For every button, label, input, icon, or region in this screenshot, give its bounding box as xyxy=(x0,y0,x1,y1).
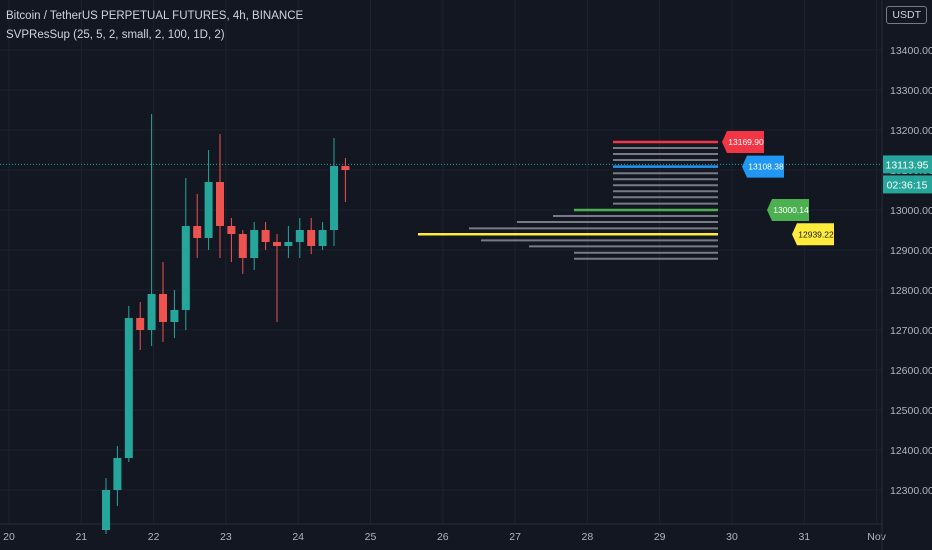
level-tag-label: 13169.90 xyxy=(728,137,764,147)
candle-body[interactable] xyxy=(284,242,293,246)
y-tick-label: 13200.00 xyxy=(890,125,932,137)
candle-body[interactable] xyxy=(204,182,213,238)
x-tick-label: 23 xyxy=(220,531,232,543)
current-price-badge xyxy=(883,155,932,174)
x-tick-label: 30 xyxy=(726,531,738,543)
level-tag xyxy=(742,155,784,178)
level-tag xyxy=(767,198,809,221)
candle-body[interactable] xyxy=(136,318,145,330)
candle-body[interactable] xyxy=(261,230,270,242)
level-tag-label: 13000.14 xyxy=(773,205,809,215)
candle-body[interactable] xyxy=(159,294,167,322)
y-tick-label: 12400.00 xyxy=(890,445,932,457)
y-tick-label: 13400.00 xyxy=(890,45,932,57)
candle-body[interactable] xyxy=(307,230,316,246)
level-tag-label: 13108.38 xyxy=(748,162,784,172)
y-tick-label: 12500.00 xyxy=(890,405,932,417)
candle-body[interactable] xyxy=(273,242,281,246)
x-tick-label: 31 xyxy=(798,531,810,543)
y-tick-label: 13000.00 xyxy=(890,205,932,217)
x-tick-label: 22 xyxy=(148,531,160,543)
x-tick-label: 20 xyxy=(3,531,15,543)
currency-button[interactable]: USDT xyxy=(886,6,927,24)
level-tag xyxy=(722,131,764,154)
y-tick-label: 12900.00 xyxy=(890,245,932,257)
y-tick-label: 13300.00 xyxy=(890,85,932,97)
x-tick-label: 21 xyxy=(75,531,87,543)
candle-body[interactable] xyxy=(170,310,179,322)
indicator-label[interactable]: SVPResSup (25, 5, 2, small, 2, 100, 1D, … xyxy=(6,29,225,41)
countdown-label: 02:36:15 xyxy=(887,179,928,191)
x-tick-label: Nov xyxy=(867,531,886,543)
y-tick-label: 12300.00 xyxy=(890,485,932,497)
candle-body[interactable] xyxy=(318,230,327,246)
x-tick-label: 25 xyxy=(365,531,377,543)
candle-body[interactable] xyxy=(238,234,247,258)
chart-title: Bitcoin / TetherUS PERPETUAL FUTURES, 4h… xyxy=(6,10,304,22)
candle-body[interactable] xyxy=(124,318,133,458)
candle-body[interactable] xyxy=(181,226,190,310)
candle-body[interactable] xyxy=(113,458,122,490)
x-tick-label: 29 xyxy=(654,531,666,543)
current-price-label: 13113.95 xyxy=(885,159,928,171)
level-tag xyxy=(792,223,834,246)
y-tick-label: 12800.00 xyxy=(890,285,932,297)
x-tick-label: 28 xyxy=(582,531,594,543)
candle-body[interactable] xyxy=(341,166,350,170)
candle-body[interactable] xyxy=(227,226,236,234)
candle-body[interactable] xyxy=(147,294,156,330)
candle-body[interactable] xyxy=(295,230,304,242)
level-tag-label: 12939.22 xyxy=(798,229,834,239)
candle-body[interactable] xyxy=(216,182,224,226)
x-tick-label: 26 xyxy=(437,531,449,543)
candle-body[interactable] xyxy=(102,490,110,530)
candle-body[interactable] xyxy=(250,230,259,258)
candle-body[interactable] xyxy=(193,226,202,238)
y-tick-label: 12600.00 xyxy=(890,365,932,377)
x-tick-label: 24 xyxy=(292,531,304,543)
y-tick-label: 12700.00 xyxy=(890,325,932,337)
x-tick-label: 27 xyxy=(509,531,521,543)
countdown-badge xyxy=(883,175,932,194)
candle-body[interactable] xyxy=(330,166,338,230)
